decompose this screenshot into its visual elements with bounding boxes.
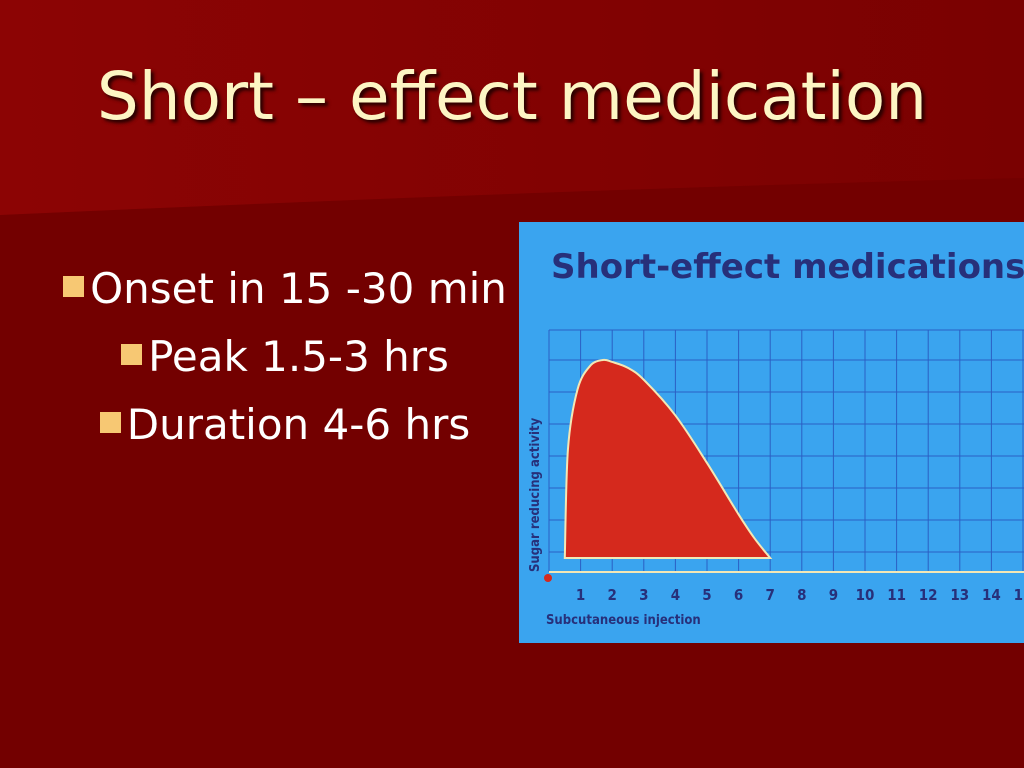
chart-x-tick-label: 11	[887, 586, 906, 604]
bullet-item: Peak 1.5-3 hrs	[60, 330, 510, 384]
chart-x-axis-label: Subcutaneous injection	[546, 613, 701, 628]
bullet-square-icon	[99, 412, 121, 433]
bullet-list: Onset in 15 -30 min Peak 1.5-3 hrs Durat…	[60, 262, 510, 466]
chart-svg: Short-effect medications 1 2 3 4 5 6 7 8 9 10 11 12…	[528, 247, 1024, 628]
chart-x-tick-label: 5	[702, 586, 711, 604]
chart-image: Short-effect medications 1 2 3 4 5 6 7 8 9 10 11 12…	[519, 222, 1024, 643]
chart-x-tick-label: 14	[982, 586, 1001, 604]
chart-x-tick-label: 10	[856, 586, 875, 604]
bullet-square-icon	[121, 344, 143, 365]
chart-x-tick-label: 6	[734, 586, 743, 604]
chart-x-tick-label: 8	[797, 586, 806, 604]
chart-title: Short-effect medications	[551, 247, 1024, 287]
title-band	[0, 0, 1024, 215]
chart-x-tick-label: 15	[1014, 586, 1024, 604]
chart-x-tick-label: 3	[639, 586, 648, 604]
chart-x-tick-label: 13	[950, 586, 969, 604]
chart-area-series	[563, 358, 773, 559]
bullet-text: Onset in 15 -30 min	[90, 264, 507, 313]
chart-origin-marker	[544, 574, 552, 582]
chart-x-tick-label: 12	[919, 586, 938, 604]
chart-x-tick-label: 4	[671, 586, 680, 604]
chart-x-tick-label: 1	[576, 586, 585, 604]
chart-y-axis-label: Sugar reducing activity	[528, 417, 543, 572]
slide-title: Short – effect medication	[96, 58, 928, 135]
bullet-square-icon	[63, 276, 85, 297]
bullet-item: Onset in 15 -30 min	[60, 262, 510, 316]
chart-x-tick-label: 7	[766, 586, 775, 604]
bullet-item: Duration 4-6 hrs	[60, 398, 510, 452]
bullet-text: Duration 4-6 hrs	[126, 400, 471, 449]
chart-x-tick-label: 9	[829, 586, 838, 604]
bullet-text: Peak 1.5-3 hrs	[148, 332, 449, 381]
chart-x-ticks: 123456789101112131415	[576, 586, 1024, 604]
chart-x-tick-label: 2	[608, 586, 617, 604]
